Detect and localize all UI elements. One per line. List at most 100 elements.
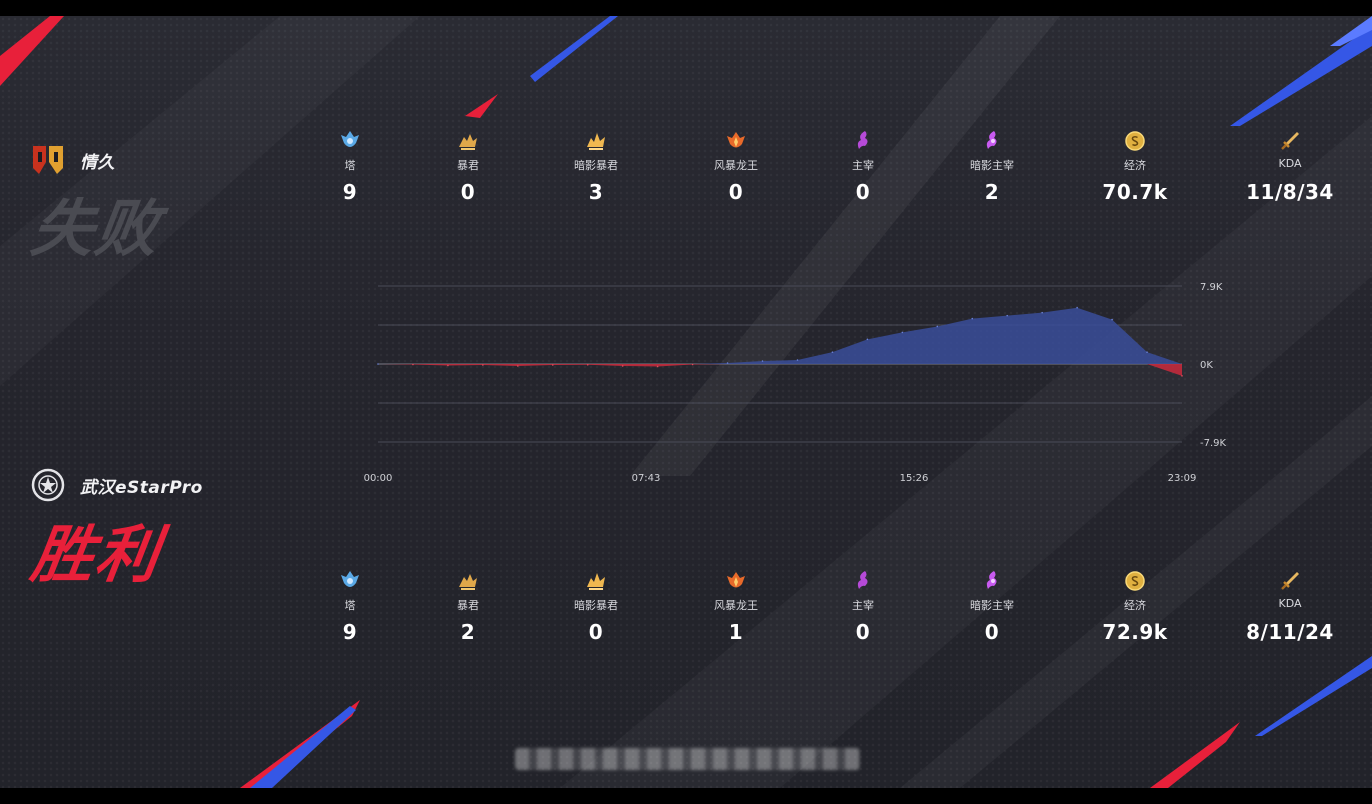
stat-label: 经济 (1124, 599, 1146, 612)
stat-value: 2 (984, 180, 1000, 204)
data-point (377, 363, 379, 365)
stat-label: 主宰 (852, 599, 874, 612)
storm-dragon-icon (676, 568, 796, 594)
data-point (1181, 375, 1183, 377)
stat-value: 9 (342, 620, 358, 644)
data-point (621, 365, 624, 367)
stats-row-top: 塔 9 暴君 0 暗影暴君 3 风暴龙王 0 主宰 0 暗影主宰 2 经济 70.7k KDA 11/8/34 (290, 128, 1370, 218)
data-point (971, 317, 974, 320)
stat-label: 暴君 (457, 159, 479, 172)
stat-label: 风暴龙王 (714, 159, 758, 172)
stat-label: KDA (1278, 157, 1302, 170)
stat-shadow-overlord: 暗影主宰 0 (932, 568, 1052, 644)
data-point (656, 365, 659, 368)
stat-storm-dragon: 风暴龙王 0 (676, 128, 796, 204)
stat-label: 暗影暴君 (574, 159, 618, 172)
data-point (586, 363, 589, 366)
stat-value: 8/11/24 (1246, 620, 1334, 644)
shadow-overlord-icon (932, 128, 1052, 154)
match-result-win: 胜利 (26, 518, 166, 591)
data-point (1006, 314, 1009, 317)
gold-lead-area-positive (378, 307, 1182, 364)
match-summary-screen: 情久 失败 武汉eStarPro 胜利 塔 9 暴君 0 暗影暴君 3 风暴龙王 0 主宰 0 暗影… (0, 16, 1372, 788)
stat-value: 0 (984, 620, 1000, 644)
team-logo-estarpro (31, 468, 65, 502)
stat-tyrant: 暴君 2 (408, 568, 528, 644)
stat-label: KDA (1278, 597, 1302, 610)
team-logo-qingjiu (33, 146, 63, 174)
stat-value: 72.9k (1102, 620, 1168, 644)
shadow-overlord-icon (932, 568, 1052, 594)
data-point (936, 325, 939, 328)
stat-gold: 经济 72.9k (1075, 568, 1195, 644)
gold-difference-chart: 7.9K 0K -7.9K 00:00 07:43 15:26 23:09 (364, 282, 1227, 484)
stat-value: 0 (855, 180, 871, 204)
gold-icon (1075, 568, 1195, 594)
data-point (517, 365, 519, 367)
stat-value: 11/8/34 (1246, 180, 1334, 204)
data-point (447, 364, 449, 367)
y-tick-label: 7.9K (1200, 282, 1223, 293)
data-point (482, 364, 484, 366)
stat-sword: KDA 11/8/34 (1230, 128, 1350, 204)
stat-value: 0 (460, 180, 476, 204)
data-point (1146, 351, 1148, 353)
data-point (1041, 311, 1043, 314)
data-point (866, 338, 869, 341)
stat-label: 暗影暴君 (574, 599, 618, 612)
gold-icon (1075, 128, 1195, 154)
shadow-tyrant-icon (536, 128, 656, 154)
data-point (901, 331, 904, 334)
gold-lead-area-negative (378, 364, 1182, 376)
data-point (726, 362, 729, 364)
background-decoration (0, 16, 1372, 788)
data-point (761, 360, 764, 362)
stat-label: 暗影主宰 (970, 159, 1014, 172)
stat-shadow-tyrant: 暗影暴君 0 (536, 568, 656, 644)
stat-value: 2 (460, 620, 476, 644)
tyrant-icon (408, 568, 528, 594)
stat-label: 经济 (1124, 159, 1146, 172)
shadow-tyrant-icon (536, 568, 656, 594)
overlord-icon (803, 568, 923, 594)
stat-value: 0 (728, 180, 744, 204)
data-point (691, 363, 694, 366)
stat-label: 主宰 (852, 159, 874, 172)
match-result-lose: 失败 (26, 192, 166, 265)
stat-gold: 经济 70.7k (1075, 128, 1195, 204)
team-name: 情久 (80, 152, 115, 173)
watermark (515, 748, 860, 770)
y-tick-label: 0K (1200, 360, 1213, 371)
stats-row-bottom: 塔 9 暴君 2 暗影暴君 0 风暴龙王 1 主宰 0 暗影主宰 0 经济 72.9k KDA 8/11/24 (290, 568, 1370, 658)
stat-value: 0 (588, 620, 604, 644)
stat-value: 70.7k (1102, 180, 1168, 204)
stat-overlord: 主宰 0 (803, 128, 923, 204)
team-name: 武汉eStarPro (80, 477, 203, 498)
tower-icon (290, 128, 410, 154)
team-block-bottom: 武汉eStarPro 胜利 (27, 468, 203, 591)
sword-icon (1230, 128, 1350, 154)
stat-tyrant: 暴君 0 (408, 128, 528, 204)
stat-shadow-tyrant: 暗影暴君 3 (536, 128, 656, 204)
data-point (796, 359, 799, 361)
stat-storm-dragon: 风暴龙王 1 (676, 568, 796, 644)
stat-shadow-overlord: 暗影主宰 2 (932, 128, 1052, 204)
tower-icon (290, 568, 410, 594)
stat-value: 0 (855, 620, 871, 644)
stat-overlord: 主宰 0 (803, 568, 923, 644)
sword-icon (1230, 568, 1350, 594)
x-tick-label: 23:09 (1168, 473, 1197, 484)
team-block-top: 情久 失败 (27, 144, 165, 265)
data-point (1111, 318, 1113, 321)
data-point (412, 363, 414, 366)
stat-label: 塔 (344, 159, 356, 172)
storm-dragon-icon (676, 128, 796, 154)
letterbox-top (0, 0, 1372, 16)
data-point (551, 364, 554, 366)
x-tick-label: 15:26 (900, 473, 929, 484)
x-tick-label: 07:43 (632, 473, 661, 484)
tyrant-icon (408, 128, 528, 154)
stat-value: 1 (728, 620, 744, 644)
